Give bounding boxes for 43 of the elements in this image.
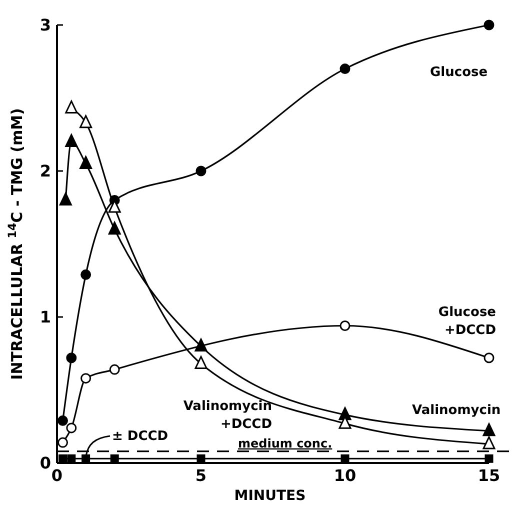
- x-tick-label: 10: [334, 466, 356, 485]
- series-label: Valinomycin: [412, 403, 501, 418]
- x-axis-title: MINUTES: [234, 488, 306, 504]
- point: [58, 454, 68, 463]
- point: [484, 20, 494, 30]
- point: [82, 454, 90, 463]
- point: [108, 222, 121, 235]
- y-tick-label: 0: [40, 454, 51, 473]
- point: [194, 356, 208, 369]
- point: [109, 364, 120, 375]
- point: [340, 454, 350, 463]
- y-tick-label: 3: [40, 16, 51, 35]
- text: Glucose: [430, 65, 488, 80]
- point: [80, 156, 92, 169]
- point: [194, 338, 208, 352]
- point: [66, 352, 77, 364]
- point: [67, 454, 76, 463]
- series-label: ± DCCD: [112, 429, 168, 444]
- series-label: Valinomycin +DCCD: [183, 399, 272, 432]
- x-tick-label: 0: [51, 466, 63, 485]
- point: [80, 269, 92, 280]
- series-label: Glucose +DCCD: [438, 305, 496, 338]
- point: [66, 422, 77, 434]
- point: [340, 64, 350, 74]
- point: [58, 415, 68, 426]
- y-tick-label: 2: [40, 162, 51, 181]
- point: [110, 454, 119, 463]
- point: [65, 100, 78, 114]
- point: [340, 320, 350, 332]
- x-tick-label: 5: [195, 466, 207, 485]
- point: [484, 352, 494, 364]
- point: [482, 423, 496, 436]
- point: [58, 437, 68, 448]
- y-tick-label: 1: [40, 308, 51, 327]
- ref-line-label: medium conc.: [238, 436, 332, 450]
- point: [196, 454, 206, 463]
- point: [482, 436, 496, 450]
- point: [59, 192, 72, 206]
- point: [65, 134, 78, 148]
- x-tick-label: 15: [478, 466, 500, 485]
- point: [196, 166, 206, 176]
- point: [80, 373, 92, 384]
- point: [80, 115, 92, 128]
